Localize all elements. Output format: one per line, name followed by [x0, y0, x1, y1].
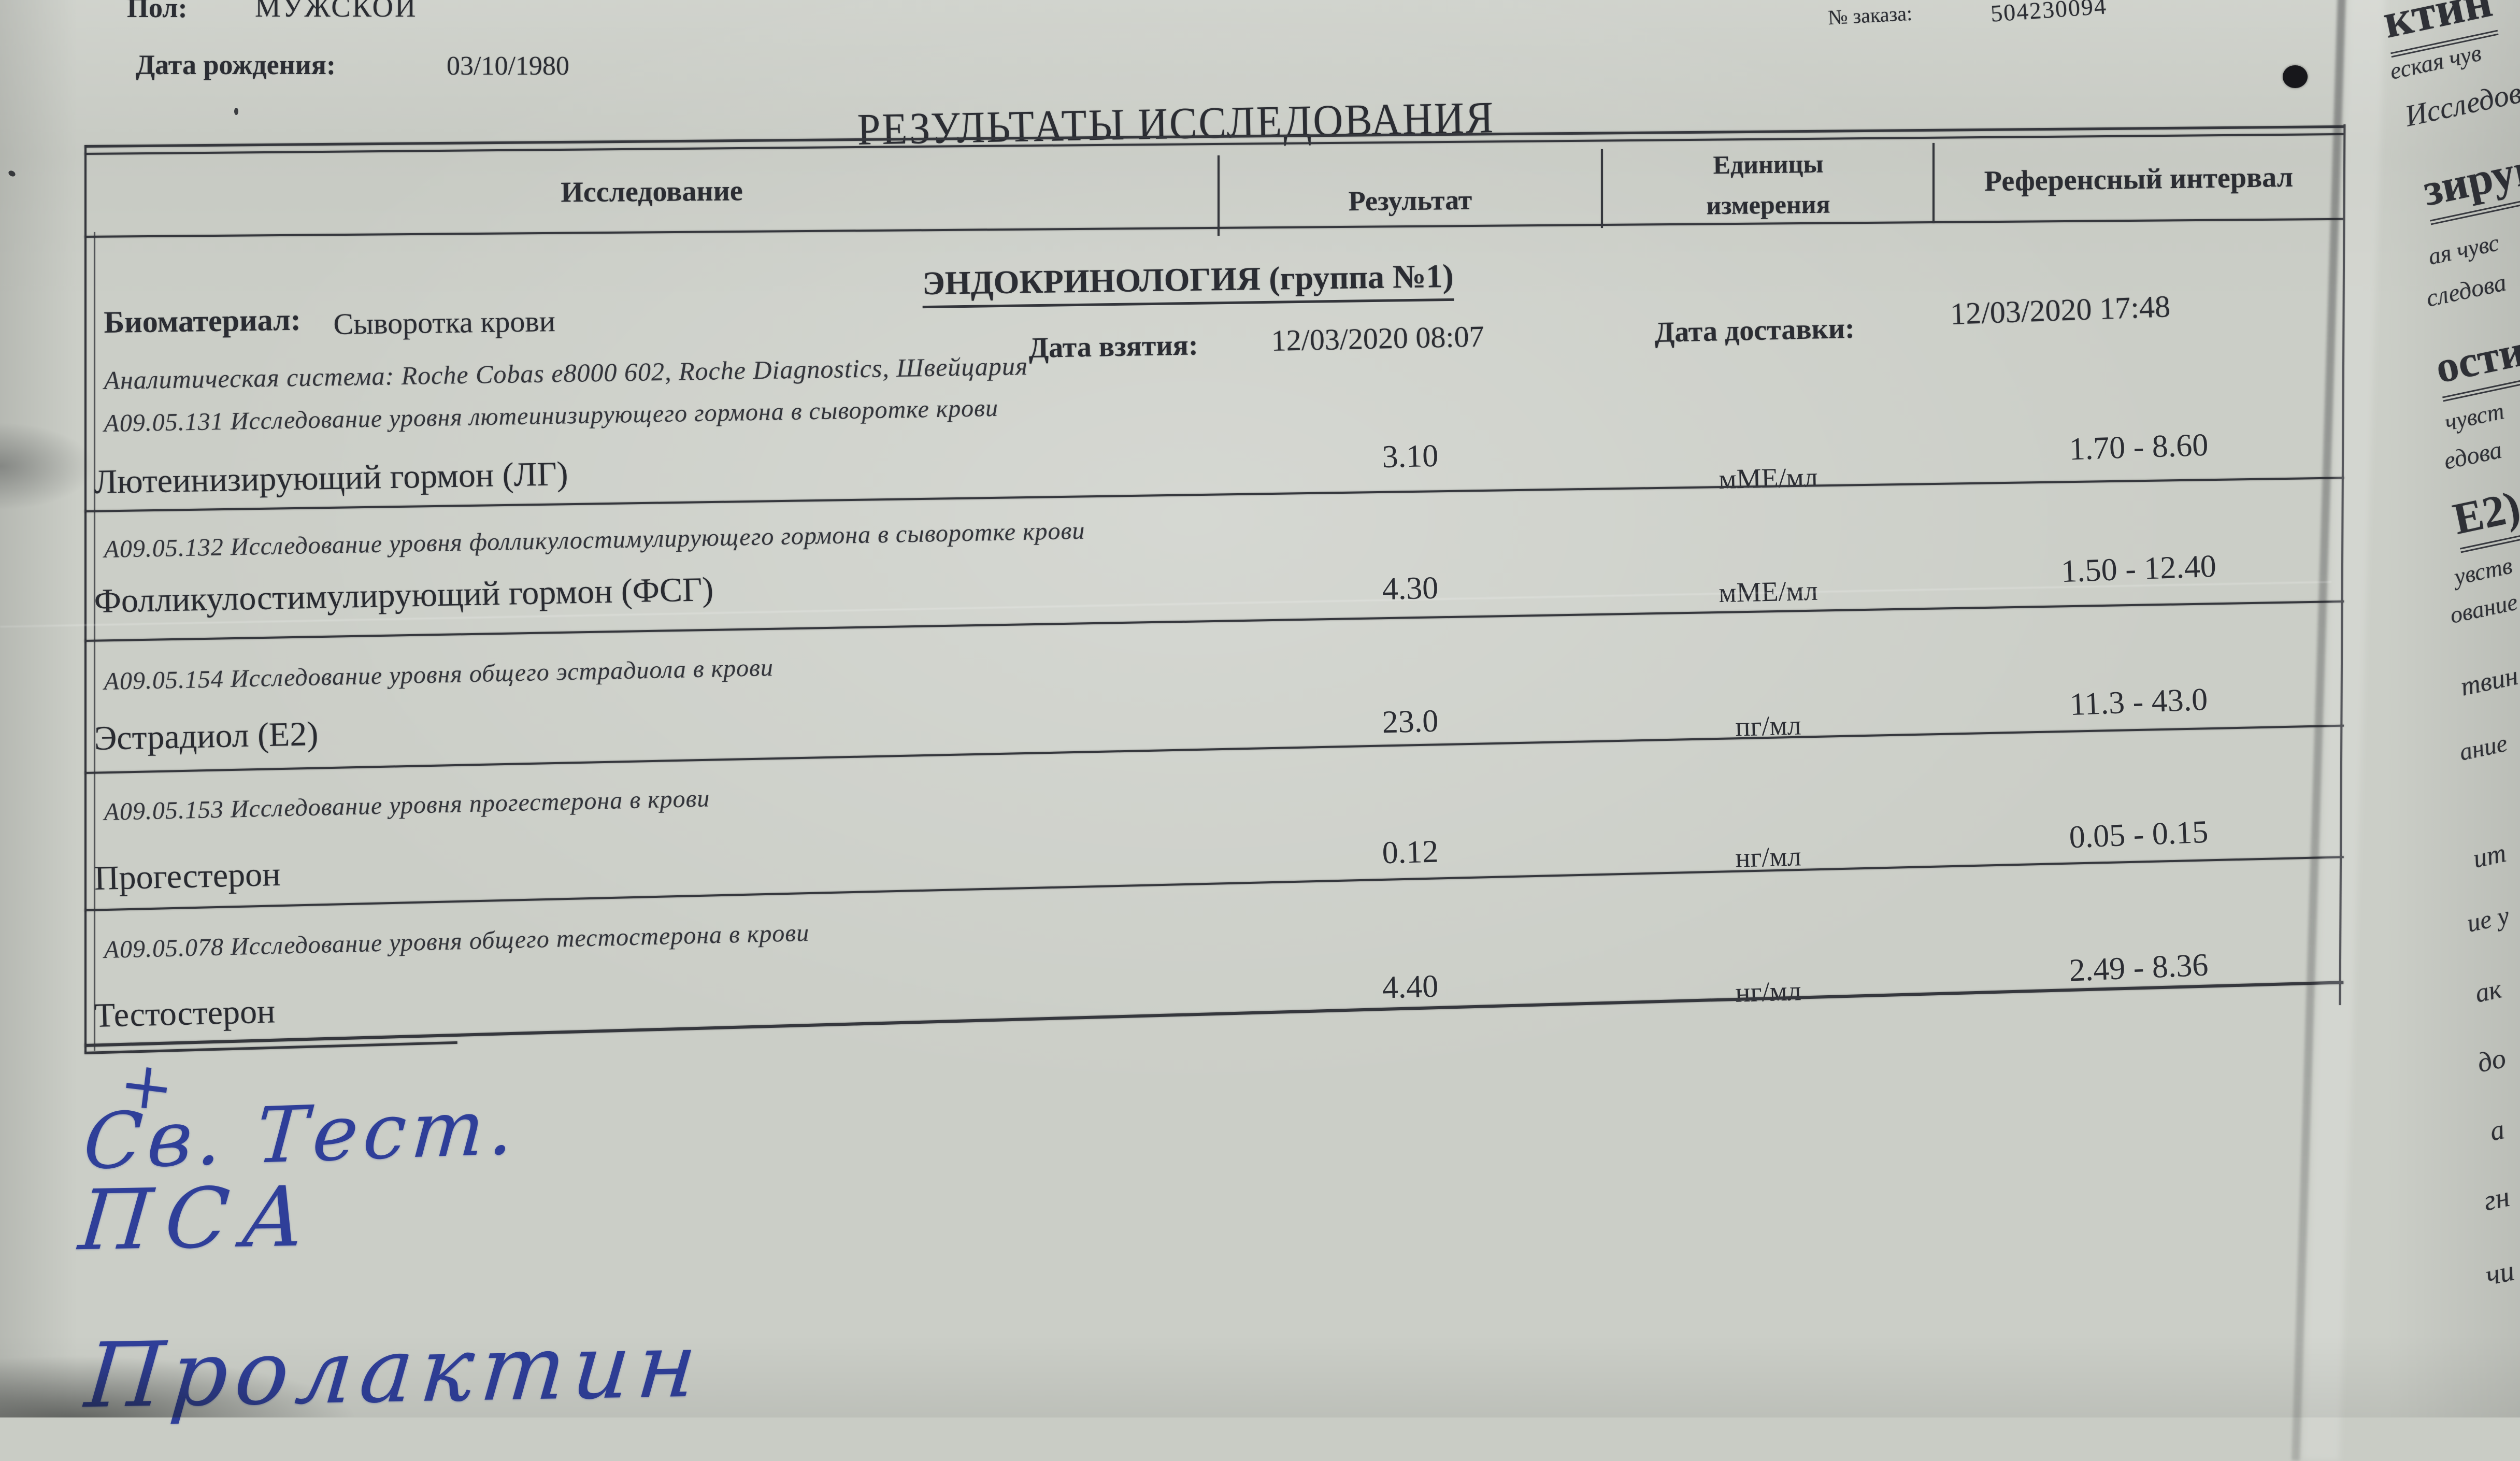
reference-value: 1.70 - 8.60	[2068, 427, 2209, 467]
right-page-fragment: следова	[2424, 268, 2509, 312]
biomaterial-value: Сыворотка крови	[333, 304, 556, 341]
right-page-fragment: твин	[2458, 661, 2520, 702]
results-table: Исследование Результат Единицы измерения…	[84, 124, 2346, 1071]
column-header-test: Исследование	[561, 175, 743, 209]
row-divider	[84, 856, 2344, 911]
order-number-label: № заказа:	[1827, 1, 1913, 30]
right-page-fragment: Исследов	[2402, 75, 2520, 133]
method-line: А09.05.132 Исследование уровня фолликуло…	[104, 517, 1085, 563]
column-header-result: Результат	[1348, 184, 1472, 217]
right-page-fragment: ая чувс	[2426, 229, 2501, 270]
right-page-fragment: едова	[2441, 436, 2504, 475]
right-page-fragment: ит	[2470, 838, 2509, 874]
header-bottom-border	[84, 218, 2344, 238]
ink-dot	[2283, 65, 2308, 88]
collection-date-label: Дата взятия:	[1028, 329, 1199, 364]
table-border-left	[84, 146, 87, 1052]
units-value: нг/мл	[1735, 975, 1802, 1008]
sex-value: МУЖСКОЙ	[255, 0, 418, 23]
right-page-fragment: ак	[2472, 974, 2504, 1009]
test-name: Тестостерон	[94, 992, 276, 1035]
result-value: 3.10	[1382, 438, 1439, 475]
table-border-bottom	[84, 981, 2344, 1047]
column-header-units-line2: измерения	[1706, 189, 1830, 220]
biomaterial-label: Биоматериал:	[104, 302, 302, 339]
delivery-date-value: 12/03/2020 17:48	[1950, 289, 2171, 331]
right-page-fragment: остим	[2431, 318, 2520, 402]
column-header-reference: Референсный интервал	[1984, 161, 2294, 198]
paper-speck	[234, 108, 238, 115]
test-name: Фолликулостимулирующий гормон (ФСГ)	[94, 570, 714, 620]
reference-value: 11.3 - 43.0	[2069, 681, 2209, 723]
order-number-value: 504230094	[1989, 0, 2108, 27]
collection-date-value: 12/03/2020 08:07	[1271, 319, 1485, 357]
right-page-fragment: чувст	[2442, 397, 2507, 436]
method-line: А09.05.153 Исследование уровня прогестер…	[104, 784, 710, 826]
reference-value: 0.05 - 0.15	[2068, 814, 2209, 855]
delivery-date-label: Дата доставки:	[1654, 312, 1855, 349]
test-name: Лютеинизирующий гормон (ЛГ)	[94, 455, 569, 501]
right-page-fragment: а	[2487, 1113, 2508, 1147]
birth-date-value: 03/10/1980	[447, 51, 569, 81]
method-line: А09.05.131 Исследование уровня лютеинизи…	[104, 394, 999, 437]
result-value: 0.12	[1381, 834, 1439, 871]
right-page-fragment: гн	[2481, 1180, 2513, 1218]
column-header-units-line1: Единицы	[1713, 149, 1824, 180]
units-value: мМЕ/мл	[1718, 462, 1819, 495]
test-name: Прогестерон	[94, 855, 281, 897]
right-page-fragment: ие у	[2464, 900, 2512, 938]
method-line: А09.05.154 Исследование уровня общего эс…	[104, 653, 774, 695]
right-page-fragment: ование	[2447, 588, 2520, 628]
result-value: 23.0	[1381, 703, 1439, 740]
right-page-fragment: ание	[2457, 729, 2510, 766]
analytical-system-line: Аналитическая система: Roche Cobas e8000…	[104, 351, 1028, 395]
method-line: А09.05.078 Исследование уровня общего те…	[104, 919, 810, 964]
handwritten-note-prolactin: Пролактин	[81, 1313, 708, 1428]
reference-value: 1.50 - 12.40	[2060, 548, 2217, 590]
right-page-fragment: увств	[2452, 552, 2515, 590]
right-page-fragment: Е2)	[2449, 480, 2520, 553]
right-page-fragment: чи	[2483, 1254, 2517, 1292]
sex-label: Пол:	[127, 0, 188, 23]
right-page-fragment: до	[2474, 1042, 2509, 1079]
handwritten-note-psa: ПСА	[75, 1167, 323, 1269]
row-divider	[84, 724, 2344, 774]
section-header-text: ЭНДОКРИНОЛОГИЯ (группа №1)	[922, 257, 1454, 309]
paper-speck	[7, 169, 17, 178]
birth-date-label: Дата рождения:	[136, 49, 336, 80]
result-value: 4.30	[1381, 570, 1439, 607]
section-header: ЭНДОКРИНОЛОГИЯ (группа №1)	[551, 252, 1826, 309]
test-name: Эстрадиол (Е2)	[94, 714, 319, 757]
right-page-fragment: зирую	[2418, 139, 2520, 225]
